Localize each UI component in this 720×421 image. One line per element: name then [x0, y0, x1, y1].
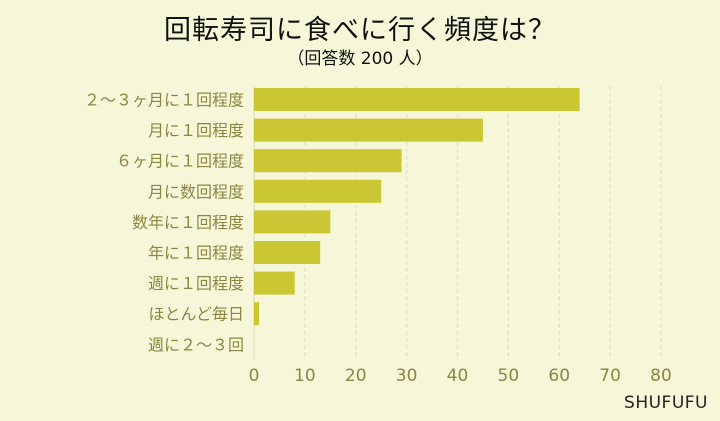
chart-subtitle: （回答数 200 人） [287, 49, 433, 69]
bar [254, 302, 260, 326]
category-label: ２～３ヶ月に１回程度 [84, 91, 244, 110]
bar [254, 210, 331, 234]
x-tick-label: 40 [447, 366, 469, 386]
x-tick-label: 0 [249, 366, 260, 386]
chart-title: 回転寿司に食べに行く頻度は？ [164, 15, 556, 46]
category-label: 週に２～３回 [148, 335, 244, 354]
x-tick-label: 80 [650, 366, 672, 386]
x-tick-labels: 0 10 20 30 40 50 60 70 80 [249, 366, 672, 386]
bar [254, 271, 295, 295]
x-tick-label: 60 [548, 366, 570, 386]
category-label: 年に１回程度 [148, 244, 244, 263]
x-tick-label: 50 [498, 366, 520, 386]
bar [254, 118, 483, 142]
category-label: 数年に１回程度 [132, 213, 244, 232]
bar [254, 88, 580, 111]
x-tick-label: 30 [396, 366, 418, 386]
category-label: 月に数回程度 [148, 182, 244, 201]
category-label: 週に１回程度 [148, 274, 244, 293]
x-tick-label: 10 [294, 366, 316, 386]
category-label: ほとんど毎日 [148, 305, 244, 324]
bar [254, 179, 382, 203]
bars [254, 88, 580, 326]
x-tick-label: 70 [599, 366, 621, 386]
bar [254, 149, 402, 173]
category-label: ６ヶ月に１回程度 [116, 152, 244, 171]
bar [254, 241, 321, 264]
brand-logo-text: SHUFUFU [624, 393, 708, 413]
x-tick-label: 20 [345, 366, 367, 386]
category-label: 月に１回程度 [148, 121, 244, 140]
